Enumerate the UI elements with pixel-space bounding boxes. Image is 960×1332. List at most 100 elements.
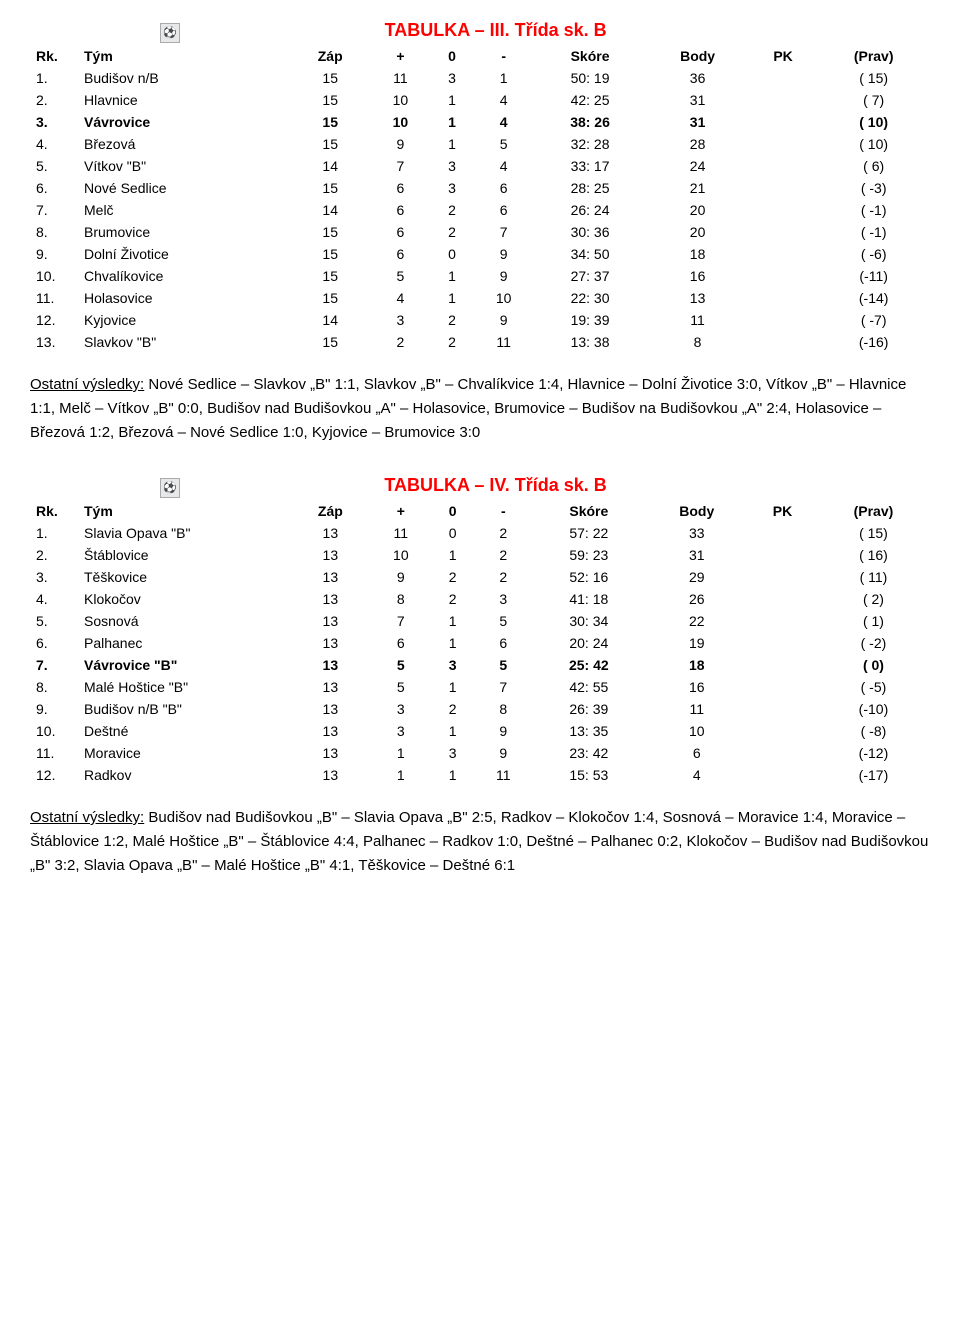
results-1-label: Ostatní výsledky: bbox=[30, 376, 144, 393]
cell-score: 32: 28 bbox=[534, 133, 647, 155]
cell-l: 7 bbox=[474, 221, 534, 243]
cell-rk: 3. bbox=[30, 566, 72, 588]
results-2-text: Budišov nad Budišovkou „B" – Slavia Opav… bbox=[30, 809, 928, 874]
cell-pk bbox=[749, 221, 818, 243]
cell-prav: ( 10) bbox=[817, 133, 930, 155]
cell-team: Palhanec bbox=[72, 632, 290, 654]
cell-team: Vávrovice "B" bbox=[72, 654, 290, 676]
cell-prav: ( 6) bbox=[817, 155, 930, 177]
col-rk: Rk. bbox=[30, 500, 72, 522]
cell-body: 11 bbox=[646, 309, 748, 331]
cell-body: 6 bbox=[645, 742, 748, 764]
cell-rk: 7. bbox=[30, 654, 72, 676]
cell-d: 1 bbox=[431, 676, 474, 698]
cell-rk: 13. bbox=[30, 331, 72, 353]
cell-score: 26: 24 bbox=[534, 199, 647, 221]
cell-d: 3 bbox=[431, 654, 474, 676]
cell-rk: 9. bbox=[30, 698, 72, 720]
table-row: 9.Dolní Životice1560934: 5018( -6) bbox=[30, 243, 930, 265]
cell-pk bbox=[749, 287, 818, 309]
cell-prav: ( -7) bbox=[817, 309, 930, 331]
cell-rk: 6. bbox=[30, 177, 72, 199]
cell-prav: (-16) bbox=[817, 331, 930, 353]
col-rk: Rk. bbox=[30, 45, 72, 67]
col-d: 0 bbox=[430, 45, 473, 67]
cell-zap: 15 bbox=[290, 265, 370, 287]
cell-w: 5 bbox=[370, 265, 430, 287]
cell-body: 10 bbox=[645, 720, 748, 742]
cell-pk bbox=[749, 67, 818, 89]
cell-d: 2 bbox=[430, 331, 473, 353]
cell-score: 41: 18 bbox=[532, 588, 645, 610]
cell-pk bbox=[749, 177, 818, 199]
cell-body: 22 bbox=[645, 610, 748, 632]
cell-rk: 5. bbox=[30, 610, 72, 632]
cell-prav: ( 15) bbox=[817, 67, 930, 89]
table-row: 8.Brumovice1562730: 3620( -1) bbox=[30, 221, 930, 243]
cell-team: Radkov bbox=[72, 764, 290, 786]
cell-d: 3 bbox=[430, 177, 473, 199]
cell-w: 10 bbox=[370, 111, 430, 133]
cell-team: Březová bbox=[72, 133, 290, 155]
cell-l: 9 bbox=[474, 742, 532, 764]
cell-l: 4 bbox=[474, 155, 534, 177]
cell-pk bbox=[749, 331, 818, 353]
cell-pk bbox=[748, 632, 817, 654]
table-header-row: Rk. Tým Záp + 0 - Skóre Body PK (Prav) bbox=[30, 45, 930, 67]
cell-rk: 11. bbox=[30, 742, 72, 764]
table-row: 10.Deštné1331913: 3510( -8) bbox=[30, 720, 930, 742]
col-score: Skóre bbox=[532, 500, 645, 522]
cell-prav: ( -2) bbox=[817, 632, 930, 654]
cell-team: Těškovice bbox=[72, 566, 290, 588]
table-row: 2.Hlavnice15101442: 2531( 7) bbox=[30, 89, 930, 111]
cell-team: Kyjovice bbox=[72, 309, 290, 331]
cell-team: Holasovice bbox=[72, 287, 290, 309]
cell-score: 38: 26 bbox=[534, 111, 647, 133]
cell-l: 1 bbox=[474, 67, 534, 89]
table-2-container: ⚽ TABULKA – IV. Třída sk. B Rk. Tým Záp … bbox=[30, 475, 930, 786]
results-2-label: Ostatní výsledky: bbox=[30, 809, 144, 826]
table-row: 7.Melč1462626: 2420( -1) bbox=[30, 199, 930, 221]
col-d: 0 bbox=[431, 500, 474, 522]
cell-pk bbox=[748, 720, 817, 742]
cell-body: 8 bbox=[646, 331, 748, 353]
cell-body: 13 bbox=[646, 287, 748, 309]
cell-body: 11 bbox=[645, 698, 748, 720]
cell-pk bbox=[748, 654, 817, 676]
cell-d: 2 bbox=[430, 309, 473, 331]
cell-zap: 15 bbox=[290, 111, 370, 133]
cell-pk bbox=[748, 676, 817, 698]
cell-l: 4 bbox=[474, 89, 534, 111]
cell-zap: 15 bbox=[290, 177, 370, 199]
cell-w: 3 bbox=[371, 698, 431, 720]
cell-prav: ( -3) bbox=[817, 177, 930, 199]
cell-pk bbox=[749, 133, 818, 155]
table-row: 12.Kyjovice1432919: 3911( -7) bbox=[30, 309, 930, 331]
cell-pk bbox=[748, 764, 817, 786]
cell-w: 5 bbox=[371, 676, 431, 698]
cell-rk: 8. bbox=[30, 221, 72, 243]
cell-score: 19: 39 bbox=[534, 309, 647, 331]
cell-team: Klokočov bbox=[72, 588, 290, 610]
table-1-header-row: ⚽ TABULKA – III. Třída sk. B bbox=[30, 20, 930, 45]
cell-zap: 13 bbox=[290, 610, 371, 632]
cell-l: 5 bbox=[474, 610, 532, 632]
table-row: 4.Březová1591532: 2828( 10) bbox=[30, 133, 930, 155]
col-prav: (Prav) bbox=[817, 500, 930, 522]
cell-rk: 8. bbox=[30, 676, 72, 698]
table-row: 11.Moravice1313923: 426(-12) bbox=[30, 742, 930, 764]
cell-zap: 13 bbox=[290, 632, 371, 654]
table-row: 9.Budišov n/B "B"1332826: 3911(-10) bbox=[30, 698, 930, 720]
cell-w: 1 bbox=[371, 742, 431, 764]
col-prav: (Prav) bbox=[817, 45, 930, 67]
cell-l: 7 bbox=[474, 676, 532, 698]
cell-team: Sosnová bbox=[72, 610, 290, 632]
cell-pk bbox=[749, 155, 818, 177]
cell-zap: 15 bbox=[290, 243, 370, 265]
cell-score: 13: 35 bbox=[532, 720, 645, 742]
cell-zap: 13 bbox=[290, 522, 371, 544]
cell-pk bbox=[749, 89, 818, 111]
cell-pk bbox=[749, 309, 818, 331]
cell-d: 1 bbox=[431, 610, 474, 632]
cell-zap: 13 bbox=[290, 654, 371, 676]
